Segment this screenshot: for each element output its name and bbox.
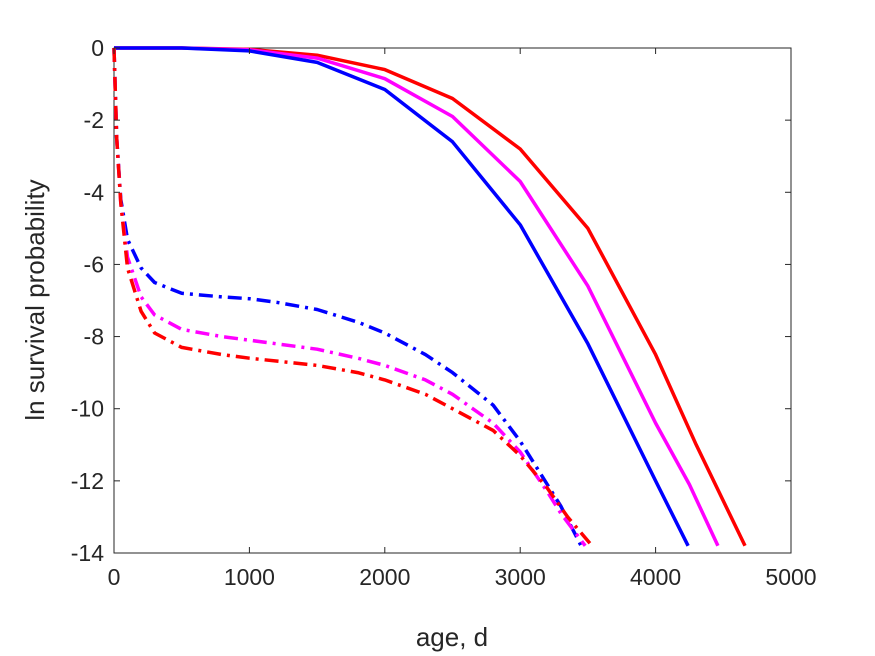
series-line-4 — [112, 47, 583, 547]
y-tick-label: -2 — [84, 107, 104, 133]
x-axis-label: age, d — [416, 622, 488, 652]
x-tick-label: 3000 — [495, 564, 546, 590]
x-axis-ticks: 0 1000 2000 3000 4000 5000 — [108, 48, 817, 590]
y-tick-label: 0 — [91, 35, 104, 61]
x-tick-label: 4000 — [630, 564, 681, 590]
series-line-3 — [114, 46, 690, 547]
y-tick-label: -6 — [84, 251, 104, 277]
x-tick-label: 5000 — [765, 564, 816, 590]
y-tick-label: -4 — [84, 179, 105, 205]
y-axis-label: ln survival probability — [20, 179, 50, 420]
y-tick-label: -12 — [71, 468, 104, 494]
plot-area — [113, 47, 792, 554]
y-tick-label: -8 — [84, 324, 104, 350]
x-tick-label: 2000 — [359, 564, 410, 590]
x-tick-label: 0 — [108, 564, 121, 590]
y-tick-label: -10 — [71, 396, 104, 422]
y-axis-ticks: 0 -2 -4 -6 -8 -10 -12 -14 — [71, 35, 791, 566]
y-tick-label: -14 — [71, 540, 104, 566]
series-layer — [112, 46, 747, 547]
x-tick-label: 1000 — [224, 564, 275, 590]
